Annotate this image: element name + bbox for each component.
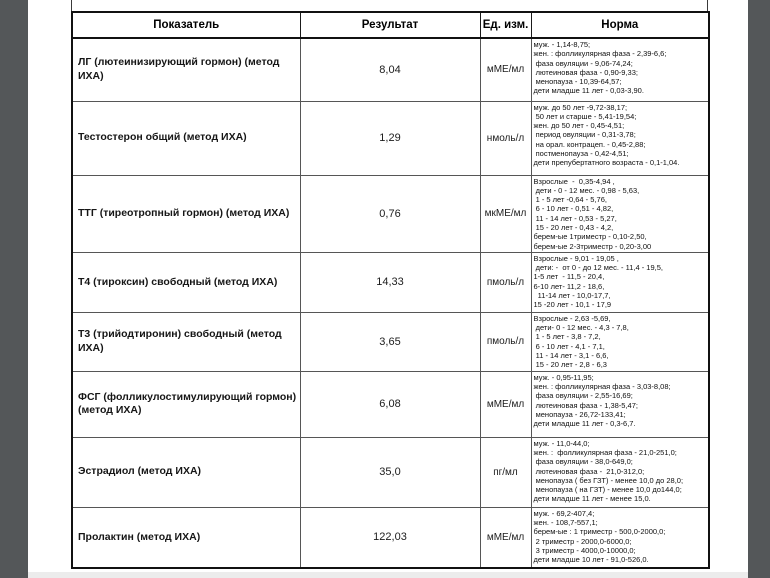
- table-row-fsg: ФСГ (фолликулостимулирующий гормон) (мет…: [71, 370, 710, 438]
- norm-cell: Взрослые - 2,63 -5,69, дети- 0 - 12 мес.…: [530, 311, 710, 372]
- result-cell: 8,04: [299, 37, 481, 102]
- indicator-cell: Т4 (тироксин) свободный (метод ИХА): [71, 251, 301, 313]
- unit-cell: пмоль/л: [479, 251, 532, 313]
- indicator-cell: Тестостерон общий (метод ИХА): [71, 100, 301, 176]
- table-row-t4: Т4 (тироксин) свободный (метод ИХА) 14,3…: [71, 251, 710, 313]
- norm-cell: муж. - 1,14-8,75; жен. : фолликулярная ф…: [530, 37, 710, 102]
- norm-cell: Взрослые - 0,35-4,94 , дети - 0 - 12 мес…: [530, 174, 710, 253]
- unit-cell: нмоль/л: [479, 100, 532, 176]
- unit-cell: пмоль/л: [479, 311, 532, 372]
- unit-cell: мкМЕ/мл: [479, 174, 532, 253]
- header-norm: Норма: [530, 11, 710, 39]
- result-cell: 6,08: [299, 370, 481, 438]
- norm-cell: муж. - 0,95-11,95; жен. : фолликулярная …: [530, 370, 710, 438]
- indicator-cell: ЛГ (лютеинизирующий гормон) (метод ИХА): [71, 37, 301, 102]
- unit-cell: пг/мл: [479, 436, 532, 508]
- result-cell: 3,65: [299, 311, 481, 372]
- table-row-testosterone: Тестостерон общий (метод ИХА) 1,29 нмоль…: [71, 100, 710, 176]
- result-cell: 0,76: [299, 174, 481, 253]
- table-fragment-above: [71, 0, 708, 11]
- indicator-cell: Т3 (трийодтиронин) свободный (метод ИХА): [71, 311, 301, 372]
- indicator-cell: Пролактин (метод ИХА): [71, 506, 301, 569]
- norm-cell: муж. - 11,0-44,0; жен. : фолликулярная ф…: [530, 436, 710, 508]
- unit-cell: мМЕ/мл: [479, 37, 532, 102]
- table-row-estradiol: Эстрадиол (метод ИХА) 35,0 пг/мл муж. - …: [71, 436, 710, 508]
- table-row-lg: ЛГ (лютеинизирующий гормон) (метод ИХА) …: [71, 37, 710, 102]
- norm-cell: муж. - 69,2-407,4; жен. - 108,7-557,1; б…: [530, 506, 710, 569]
- unit-cell: мМЕ/мл: [479, 506, 532, 569]
- result-cell: 14,33: [299, 251, 481, 313]
- indicator-cell: ФСГ (фолликулостимулирующий гормон) (мет…: [71, 370, 301, 438]
- header-indicator: Показатель: [71, 11, 301, 39]
- lab-results-table: Показатель Результат Ед. изм. Норма ЛГ (…: [71, 11, 710, 570]
- unit-cell: мМЕ/мл: [479, 370, 532, 438]
- result-cell: 35,0: [299, 436, 481, 508]
- header-unit: Ед. изм.: [479, 11, 532, 39]
- header-result: Результат: [299, 11, 481, 39]
- document-page: Показатель Результат Ед. изм. Норма ЛГ (…: [28, 0, 748, 572]
- table-row-prolactin: Пролактин (метод ИХА) 122,03 мМЕ/мл муж.…: [71, 506, 710, 569]
- norm-cell: Взрослые - 9,01 - 19,05 , дети: - от 0 -…: [530, 251, 710, 313]
- page-bottom-gap: [28, 572, 748, 578]
- indicator-cell: ТТГ (тиреотропный гормон) (метод ИХА): [71, 174, 301, 253]
- indicator-cell: Эстрадиол (метод ИХА): [71, 436, 301, 508]
- table-row-t3: Т3 (трийодтиронин) свободный (метод ИХА)…: [71, 311, 710, 372]
- norm-cell: муж. до 50 лет -9,72-38,17; 50 лет и ста…: [530, 100, 710, 176]
- table-header-row: Показатель Результат Ед. изм. Норма: [71, 11, 710, 39]
- table-row-ttg: ТТГ (тиреотропный гормон) (метод ИХА) 0,…: [71, 174, 710, 253]
- result-cell: 122,03: [299, 506, 481, 569]
- result-cell: 1,29: [299, 100, 481, 176]
